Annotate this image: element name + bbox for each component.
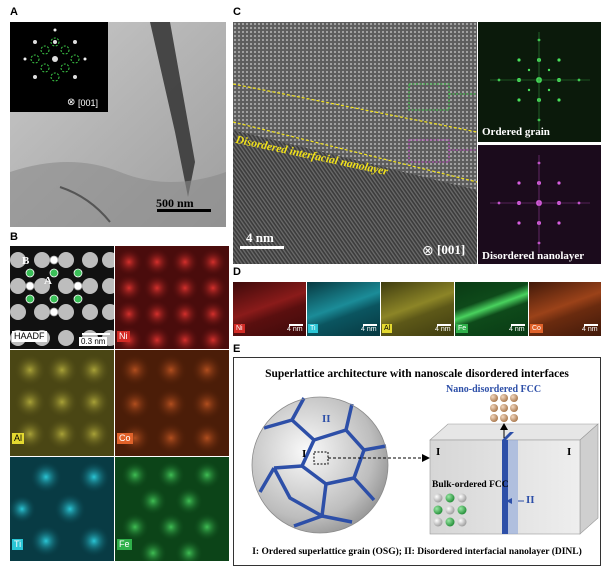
panel-d-fe-scale-line [511, 324, 525, 326]
panel-b-site-a: A [44, 275, 52, 287]
panel-e-grain-i-label: I [302, 448, 307, 460]
panel-b-haadf-tag: HAADF [12, 331, 47, 342]
panel-a-scale-bar: 500 nm [156, 196, 194, 210]
panel-e-legend: I: Ordered superlattice grain (OSG); II:… [252, 547, 582, 557]
panel-a-zone-axis-symbol: ⊗ [67, 97, 76, 108]
panel-a-zone-axis: [001] [78, 98, 99, 108]
panel-c-label: C [233, 6, 241, 18]
panel-b-fe-tag: Fe [117, 539, 132, 550]
panel-b-co-tag: Co [117, 433, 133, 444]
panel-d-al-scale-line [437, 324, 451, 326]
interface-block [429, 423, 599, 535]
panel-c-zone-axis: [001] [437, 242, 466, 257]
panel-a-diffraction-inset [10, 22, 108, 112]
panel-c-scale-bar: 4 nm [246, 230, 274, 245]
panel-e-label: E [233, 343, 241, 355]
panel-d-ti-map [307, 282, 380, 336]
panel-c-fft-disordered-label: Disordered nanolayer [482, 250, 585, 262]
panel-d-al-map [381, 282, 454, 336]
panel-e-block-i-left-label: I [436, 446, 441, 458]
panel-b-site-b: B [22, 255, 30, 267]
panel-d-fe-scale: 4 nm [509, 326, 525, 333]
panel-b-ti-tag: Ti [12, 539, 24, 550]
panel-d-ni-map [233, 282, 306, 336]
panel-c-scale-bar-line [240, 246, 284, 249]
grain-sphere [251, 396, 389, 534]
panel-b-scale-bar: 0.3 nm [79, 337, 108, 346]
panel-b-al-tag: Al [12, 433, 25, 444]
panel-e-block-i-right-label: I [567, 446, 572, 458]
panel-e-title: Superlattice architecture with nanoscale… [265, 368, 569, 380]
panel-b-ni-map [115, 246, 229, 349]
panel-b-ti-map [10, 457, 114, 561]
panel-c-zone-axis-symbol: ⊗ [422, 242, 434, 258]
nano-disordered-atoms [490, 394, 518, 422]
panel-d-ni-scale: 4 nm [287, 326, 303, 333]
panel-e-schematic [251, 394, 599, 535]
panel-d-ti-tag: Ti [308, 324, 318, 333]
panel-b-scale-bar-line [82, 333, 110, 335]
panel-d-fe-tag: Fe [456, 324, 469, 333]
panel-d-ti-scale-line [363, 324, 377, 326]
bulk-ordered-atoms [433, 493, 467, 527]
panel-d-ti-scale: 4 nm [361, 326, 377, 333]
panel-b-haadf-map [10, 246, 114, 349]
panel-d-ni-scale-line [289, 324, 303, 326]
panel-a-label: A [10, 6, 18, 18]
panel-d-al-scale: 4 nm [435, 326, 451, 333]
panel-d-label: D [233, 266, 241, 278]
panel-c-fft-ordered-label: Ordered grain [482, 126, 550, 138]
panel-c-hrstem-image [233, 22, 477, 264]
panel-c-fft-ordered [478, 22, 601, 142]
panel-b-ni-tag: Ni [117, 331, 130, 342]
panel-d-co-scale-line [584, 324, 598, 326]
panel-e-block-ii-label: II [526, 494, 535, 506]
panel-e-grain-ii-label: II [322, 413, 331, 425]
panel-b-al-map [10, 350, 114, 456]
panel-c-fft-disordered [478, 145, 601, 264]
panel-d-al-tag: Al [382, 324, 393, 333]
panel-b-fe-map [115, 457, 229, 561]
panel-e-nano-fcc-label: Nano-disordered FCC [446, 384, 542, 395]
panel-d-co-tag: Co [530, 324, 543, 333]
panel-a-scale-bar-line [157, 209, 211, 212]
panel-e-bulk-fcc-label: Bulk-ordered FCC [432, 480, 509, 490]
panel-b-co-map [115, 350, 229, 456]
panel-b-label: B [10, 231, 18, 243]
panel-d-ni-tag: Ni [234, 324, 245, 333]
panel-d-co-scale: 4 nm [582, 326, 598, 333]
